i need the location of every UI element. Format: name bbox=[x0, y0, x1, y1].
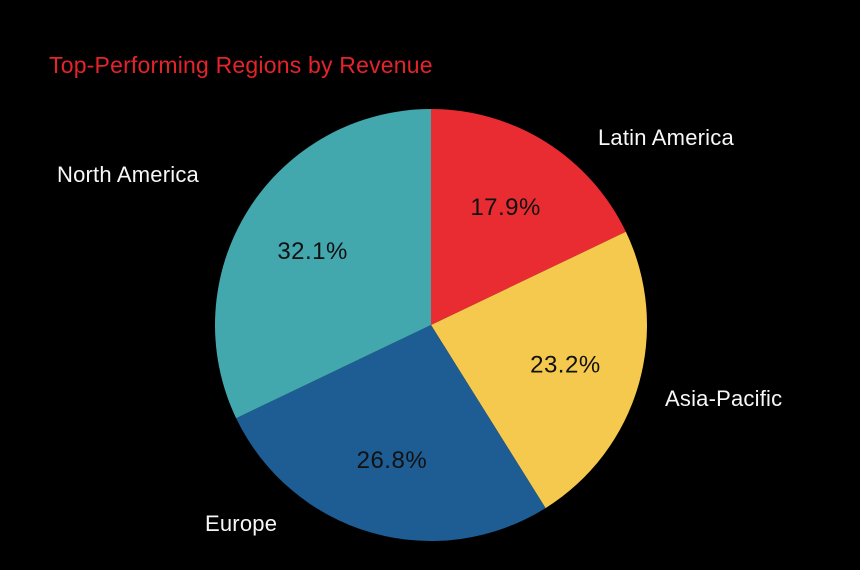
pct-label-europe: 26.8% bbox=[357, 447, 428, 474]
pct-label-asia-pacific: 23.2% bbox=[530, 352, 601, 379]
pie-slice-europe bbox=[236, 325, 546, 541]
slice-label-north-america: North America bbox=[57, 162, 199, 187]
pct-label-latin-america: 17.9% bbox=[470, 194, 541, 221]
slice-label-latin-america: Latin America bbox=[598, 125, 734, 150]
pie-slice-latin-america bbox=[431, 109, 626, 325]
pie-slice-north-america bbox=[215, 109, 431, 419]
pct-label-north-america: 32.1% bbox=[277, 238, 348, 265]
pie-slices bbox=[215, 109, 647, 541]
pie-percent-labels: 17.9% 23.2% 26.8% 32.1% bbox=[277, 194, 600, 474]
slice-label-asia-pacific: Asia-Pacific bbox=[665, 386, 783, 411]
slice-label-europe: Europe bbox=[205, 511, 278, 536]
chart-title: Top-Performing Regions by Revenue bbox=[49, 52, 433, 78]
pie-slice-asia-pacific bbox=[431, 231, 647, 509]
